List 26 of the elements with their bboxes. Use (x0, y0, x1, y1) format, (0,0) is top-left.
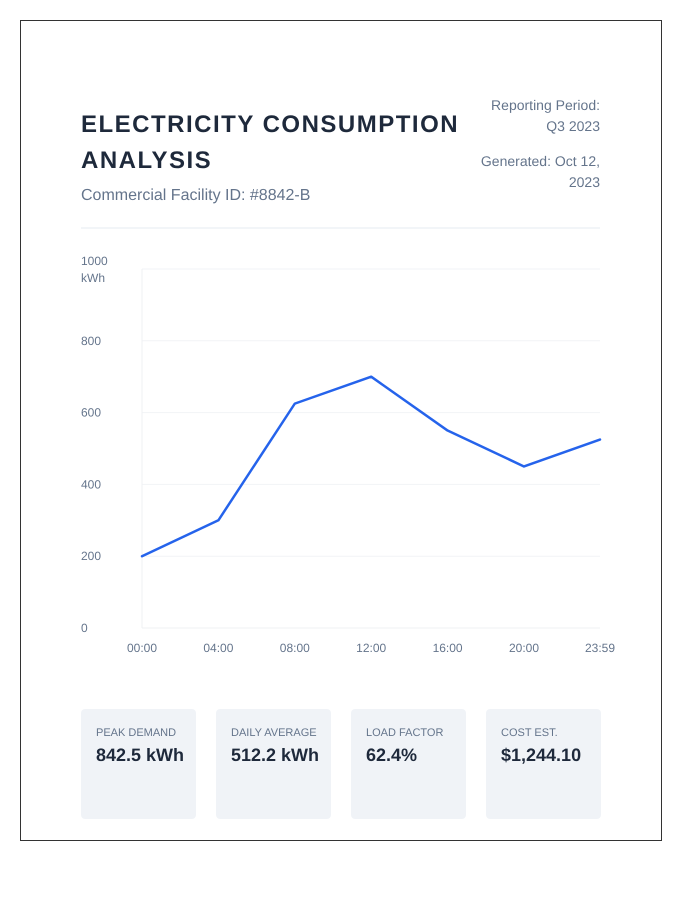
text: Reporting Period: Q3 2023 (491, 97, 600, 134)
y-tick-label: 200 (81, 549, 102, 564)
text: 842.5 kWh (96, 745, 184, 765)
x-tick-label: 20:00 (508, 641, 540, 655)
text: 512.2 kWh (231, 745, 320, 765)
text: Generated: Oct 12, 2023 (480, 153, 600, 190)
text: PEAK DEMAND (96, 727, 176, 739)
chart-title: ELECTRICITY CONSUMPTION ANALYSIS (81, 111, 460, 174)
y-tick-label: 800 (81, 334, 102, 348)
y-tick-label: 400 (81, 477, 102, 492)
text: COST EST. (501, 727, 558, 739)
x-tick-label: 00:00 (126, 641, 158, 655)
x-tick-label: 04:00 (203, 641, 234, 655)
line-series (140, 375, 602, 558)
y-tick-label: 1000 kWh (81, 254, 108, 285)
text: LOAD FACTOR (366, 727, 444, 739)
x-tick-label: 12:00 (356, 641, 387, 655)
text: 62.4% (366, 745, 418, 765)
chart-subtitle: Commercial Facility ID: #8842-B (81, 187, 310, 204)
x-tick-label: 23:59 (584, 641, 616, 655)
x-tick-label: 08:00 (280, 641, 310, 655)
y-tick-label: 0 (81, 621, 88, 635)
x-tick-label: 16:00 (432, 641, 463, 655)
text: $1,244.10 (501, 745, 582, 765)
text: DAILY AVERAGE (231, 727, 317, 739)
y-tick-label: 600 (81, 406, 102, 420)
